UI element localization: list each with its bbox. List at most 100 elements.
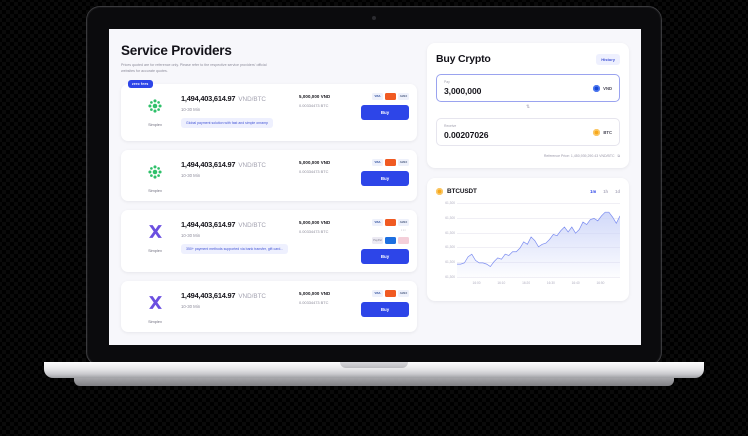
mastercard-icon	[385, 218, 396, 226]
buy-crypto-header: Buy Crypto History	[436, 53, 620, 65]
simplex-flower-icon	[148, 98, 162, 113]
chart-y-tick: 61,300	[445, 275, 455, 279]
visa-icon: VISA	[372, 92, 383, 100]
simplex-flower-icon	[129, 95, 181, 117]
provider-card[interactable]: Simplex 1,494,403,614.97 VND/BTC 10-30 M…	[121, 209, 417, 272]
provider-fiat-amount: 5,000,000 VND	[299, 290, 331, 296]
buy-button[interactable]: Buy	[361, 170, 409, 186]
right-column: Buy Crypto History Pay 3,000,000 VND	[427, 43, 629, 331]
chart-range-1m[interactable]: 1m	[590, 189, 597, 194]
provider-fiat-amount: 5,000,000 VND	[299, 93, 331, 99]
laptop-base	[44, 362, 704, 378]
provider-fiat-amount: 5,000,000 VND	[299, 159, 331, 165]
provider-rate-column: 1,494,403,614.97 VND/BTC 10-30 Min 350+ …	[181, 219, 299, 259]
app-root: Service Providers Prices quoted are for …	[109, 29, 641, 345]
provider-tagline: 350+ payment methods supported via bank …	[181, 243, 289, 254]
btc-coin-icon	[436, 188, 443, 195]
buy-crypto-panel: Buy Crypto History Pay 3,000,000 VND	[427, 43, 629, 168]
pay-label: Pay	[444, 80, 450, 84]
chart-gridline	[457, 277, 620, 278]
provider-action-column: VISA AMEX Buy	[361, 289, 409, 317]
visa-icon: VISA	[372, 158, 383, 166]
mastercard-icon	[385, 158, 396, 166]
provider-name: Simplex	[148, 247, 162, 253]
vnd-coin-icon	[593, 84, 601, 92]
chart-y-tick: 61,300	[445, 215, 455, 220]
swap-row: ⇅	[436, 105, 620, 110]
chart-x-tick: 16:10	[497, 281, 506, 285]
laptop-mockup: Service Providers Prices quoted are for …	[44, 6, 704, 426]
chart-header: BTCUSDT 1m 1h 1d	[436, 188, 620, 195]
visa-icon: VISA	[372, 289, 383, 297]
chart-y-axis: 61,300 61,300 61,300 61,300 61,300 61,300	[436, 201, 455, 279]
bank-icon	[385, 236, 396, 244]
provider-logo-column: Simplex	[129, 290, 181, 324]
provider-rate: 1,494,403,614.97	[181, 93, 236, 103]
mastercard-icon	[385, 289, 396, 297]
provider-amount-column: 5,000,000 VND 0.00334473 BTC	[299, 219, 361, 234]
provider-card[interactable]: Simplex 1,494,403,614.97 VND/BTC 10-30 M…	[121, 149, 417, 201]
pay-input[interactable]: 3,000,000	[444, 86, 482, 96]
provider-amount-column: 5,000,000 VND 0.00334473 BTC	[299, 93, 361, 108]
webcam-dot	[372, 16, 376, 20]
chart-y-tick: 61,300	[445, 245, 455, 250]
provider-name: Simplex	[148, 318, 162, 324]
provider-crypto-amount: 0.00334473 BTC	[299, 168, 329, 174]
provider-rate-column: 1,494,403,614.97 VND/BTC 10-30 Min	[181, 159, 299, 178]
laptop-foot	[74, 378, 674, 386]
buy-button[interactable]: Buy	[361, 301, 409, 317]
pay-field[interactable]: Pay 3,000,000 VND	[436, 74, 620, 102]
history-button[interactable]: History	[596, 53, 620, 65]
payment-icons: VISA AMEX ···	[361, 218, 409, 235]
pay-currency-selector[interactable]: VND	[593, 84, 612, 92]
provider-card[interactable]: Simplex 1,494,403,614.97 VND/BTC 10-30 M…	[121, 280, 417, 332]
payment-icons: PayPal	[361, 236, 409, 244]
chart-symbol-label: BTCUSDT	[447, 188, 477, 195]
provider-pair: VND/BTC	[238, 161, 266, 169]
receive-field[interactable]: Receive 0.00207026 BTC	[436, 118, 620, 146]
btc-coin-icon	[593, 128, 601, 136]
provider-amount-column: 5,000,000 VND 0.00334473 BTC	[299, 290, 361, 305]
payment-icons: VISA AMEX	[361, 158, 409, 166]
chart-x-tick: 16:30	[546, 281, 555, 285]
simplex-x-icon	[129, 221, 181, 243]
price-chart-panel: BTCUSDT 1m 1h 1d 61,300 61,300 61,300 61,300 6…	[427, 178, 629, 301]
provider-eta: 10-30 Min	[181, 303, 201, 309]
chart-x-tick: 16:50	[596, 281, 605, 285]
provider-action-column: VISA AMEX Buy	[361, 92, 409, 120]
chart-gridline	[457, 203, 620, 204]
provider-card[interactable]: zero fees Simplex 1,494,403,614.97 VND/B…	[121, 79, 417, 141]
chart-gridline	[457, 217, 620, 219]
simplex-x-icon	[148, 225, 162, 238]
chart-y-tick: 61,300	[445, 260, 455, 265]
provider-rate-column: 1,494,403,614.97 VND/BTC 10-30 Min	[181, 290, 299, 309]
laptop-lid: Service Providers Prices quoted are for …	[86, 6, 662, 366]
provider-fiat-amount: 5,000,000 VND	[299, 219, 331, 225]
visa-icon: VISA	[372, 218, 383, 226]
buy-button[interactable]: Buy	[361, 248, 409, 264]
disclaimer-text: Prices quoted are for reference only. Pl…	[121, 63, 267, 74]
chart-range-1h[interactable]: 1h	[603, 189, 609, 194]
external-link-icon[interactable]: ⧉	[617, 154, 621, 158]
provider-rate: 1,494,403,614.97	[181, 219, 236, 229]
receive-currency-selector[interactable]: BTC	[593, 128, 612, 136]
receive-input[interactable]: 0.00207026	[444, 130, 489, 140]
service-providers-panel: Service Providers Prices quoted are for …	[121, 43, 417, 332]
laptop-notch	[340, 362, 408, 368]
provider-list: zero fees Simplex 1,494,403,614.97 VND/B…	[121, 79, 417, 332]
chart-y-tick: 61,300	[445, 230, 455, 235]
pay-currency-code: VND	[603, 85, 612, 91]
chart-x-tick: 16:20	[522, 281, 531, 285]
giftcard-icon	[398, 236, 409, 244]
swap-vertical-icon[interactable]: ⇅	[525, 104, 531, 110]
provider-logo-column: Simplex	[129, 159, 181, 193]
chart-x-axis: 16:00 16:10 16:20 16:30 16:40 16:50	[457, 281, 620, 289]
simplex-x-icon	[148, 296, 162, 309]
provider-crypto-amount: 0.00334473 BTC	[299, 102, 329, 108]
provider-eta: 10-30 Min	[181, 106, 201, 112]
simplex-flower-icon	[148, 164, 162, 179]
paypal-icon: PayPal	[372, 236, 383, 244]
buy-button[interactable]: Buy	[361, 104, 409, 120]
chart-grid	[457, 203, 620, 278]
chart-range-1d[interactable]: 1d	[615, 189, 620, 194]
